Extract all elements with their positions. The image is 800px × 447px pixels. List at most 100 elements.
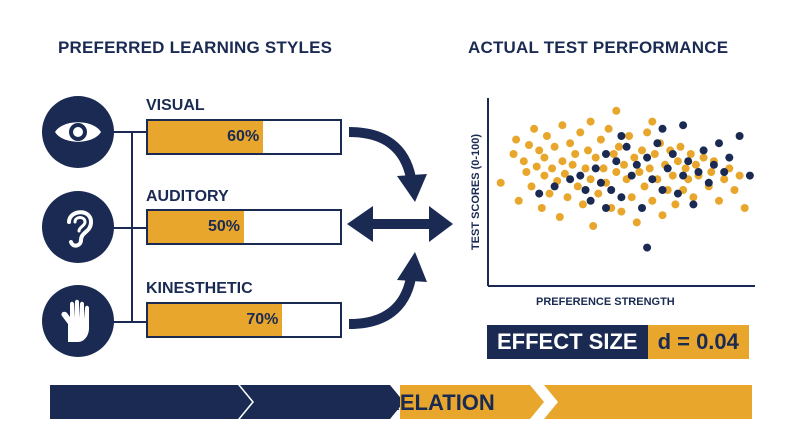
scatter-point: [542, 132, 551, 140]
progress-value-visual: 60%: [227, 128, 260, 145]
scatter-point: [530, 124, 539, 133]
scatter-point: [648, 196, 657, 205]
y-axis-label: TEST SCORES (0-100): [470, 133, 483, 251]
scatter-point: [558, 121, 567, 130]
scatter-point: [576, 128, 585, 137]
scatter-point: [527, 182, 536, 191]
scatter-point: [571, 150, 580, 158]
scatter-point: [643, 243, 652, 252]
scatter-point: [566, 139, 575, 148]
scatter-point: [684, 157, 693, 166]
scatter-point: [638, 204, 646, 212]
scatter-point: [555, 213, 564, 221]
flow-arrows: [347, 127, 453, 329]
scatter-point: [566, 175, 575, 184]
scatter-point: [689, 193, 698, 202]
scatter-point: [679, 121, 688, 130]
scatter-point: [589, 222, 598, 230]
scatter-point: [509, 150, 518, 158]
progress-bar-kinesthetic: 70%: [146, 302, 342, 338]
scatter-point: [537, 204, 546, 212]
scatter-point: [622, 142, 631, 151]
scatter-point: [632, 218, 641, 227]
progress-bar-auditory: 50%: [146, 209, 342, 245]
left-heading: PREFERRED LEARNING STYLES: [58, 38, 333, 57]
scatter-point: [617, 193, 626, 202]
scatter-point: [535, 189, 544, 198]
scatter-point: [599, 164, 608, 173]
progress-fill-visual: [148, 121, 264, 153]
progress-fill-kinesthetic: [148, 304, 283, 336]
scatter-point: [645, 164, 654, 173]
scatter-point: [540, 153, 549, 162]
scatter-point: [648, 175, 657, 184]
scatter-point: [715, 139, 723, 148]
scatter-point: [658, 186, 667, 194]
scatter-point: [540, 171, 549, 180]
scatter-point: [594, 189, 603, 198]
scatter-point: [519, 157, 528, 166]
effect-size-label: EFFECT SIZE: [487, 325, 648, 359]
scatter-point: [681, 164, 690, 173]
scatter-point: [638, 146, 646, 155]
style-label-auditory: AUDITORY: [146, 188, 229, 205]
progress-value-auditory: 50%: [207, 218, 240, 235]
scatter-point: [578, 200, 587, 209]
scatter-point: [627, 193, 636, 202]
scatter-point: [586, 175, 595, 184]
scatter-point: [591, 164, 600, 173]
hand-icon: [61, 299, 89, 342]
scatter-point: [617, 207, 626, 216]
scatter-point: [663, 164, 672, 173]
scatter-point: [620, 160, 628, 169]
scatter-point: [545, 189, 554, 198]
scatter-point: [648, 117, 657, 126]
scatter-point: [614, 142, 623, 151]
scatter-point: [694, 168, 703, 176]
scatter-point: [668, 171, 677, 180]
hand-icon-circle: [42, 285, 114, 357]
scatter-plot: [487, 98, 755, 287]
ear-icon: [67, 210, 94, 248]
scatter-point: [586, 117, 595, 126]
scatter-point: [586, 196, 595, 205]
curved-arrow-up-icon: [348, 276, 416, 329]
curved-arrow-down-icon: [348, 127, 416, 180]
eye-icon: [55, 122, 101, 142]
scatter-point: [673, 189, 682, 198]
progress-value-kinesthetic: 70%: [246, 311, 279, 328]
scatter-point: [532, 162, 541, 171]
scatter-point: [635, 168, 644, 176]
scatter-point: [612, 168, 621, 176]
scatter-point: [704, 178, 713, 187]
scatter-point: [630, 153, 639, 162]
x-axis-label: PREFERENCE STRENGTH: [536, 296, 675, 308]
banner-text: NO CORRELATION: [296, 390, 495, 415]
scatter-point: [671, 200, 680, 209]
scatter-point: [643, 153, 652, 162]
scatter-point: [581, 186, 590, 194]
scatter-point: [658, 124, 667, 133]
scatter-point: [699, 153, 708, 162]
scatter-point: [512, 135, 521, 144]
scatter-point: [522, 168, 531, 176]
scatter-point: [604, 124, 613, 133]
scatter-point: [720, 175, 729, 184]
scatter-point: [735, 132, 744, 140]
scatter-point: [668, 150, 677, 158]
scatter-point: [514, 196, 523, 205]
scatter-point: [496, 178, 505, 187]
scatter-point: [617, 132, 626, 140]
scatter-point: [632, 160, 641, 169]
scatter-point: [658, 211, 667, 220]
scatter-point: [550, 142, 559, 151]
no-correlation-banner: [50, 385, 752, 419]
effect-size-value: d = 0.04: [647, 325, 749, 359]
scatter-point: [643, 128, 652, 137]
scatter-point: [673, 157, 682, 166]
scatter-point: [612, 106, 621, 115]
right-heading: ACTUAL TEST PERFORMANCE: [468, 38, 729, 57]
scatter-point: [591, 153, 600, 162]
ear-icon-circle: [42, 191, 114, 263]
scatter-point: [720, 168, 729, 176]
